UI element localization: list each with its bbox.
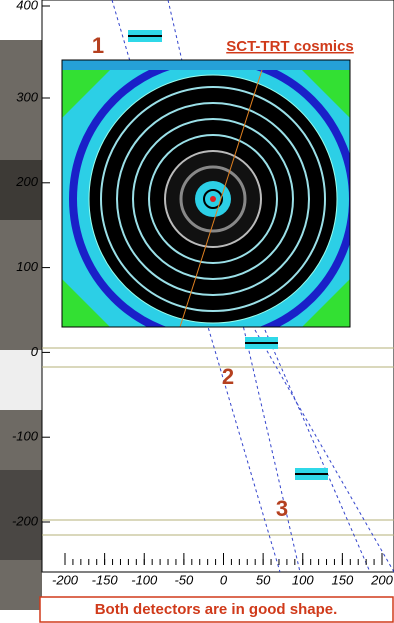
y-tick-label: 400 <box>16 0 38 12</box>
y-tick-label: -200 <box>12 513 39 528</box>
plot-title: SCT-TRT cosmics <box>226 38 354 55</box>
y-tick-label: 100 <box>16 259 38 274</box>
y-tick-label: -100 <box>12 429 39 444</box>
page: {"plot": {"title": "SCT-TRT cosmics", "x… <box>0 0 394 623</box>
beam-spot <box>210 196 216 202</box>
x-tick-label: 100 <box>292 572 314 587</box>
caption: Both detectors are in good shape. <box>95 601 338 618</box>
photo-strip-detail <box>0 350 42 410</box>
x-tick-label: 200 <box>370 572 393 587</box>
x-tick-label: 150 <box>332 572 354 587</box>
marker-label: 2 <box>222 364 234 389</box>
y-tick-label: 0 <box>31 344 39 359</box>
x-tick-label: 50 <box>256 572 271 587</box>
y-tick-label: 200 <box>15 174 38 189</box>
x-tick-label: -200 <box>52 572 79 587</box>
x-tick-label: 0 <box>220 572 228 587</box>
x-tick-label: -150 <box>92 572 119 587</box>
marker-label: 3 <box>276 496 288 521</box>
x-tick-label: -50 <box>174 572 194 587</box>
y-tick-label: 300 <box>16 89 38 104</box>
x-tick-label: -100 <box>131 572 158 587</box>
photo-strip-detail <box>0 160 42 220</box>
marker-label: 1 <box>92 33 104 58</box>
display-header <box>62 60 350 70</box>
figure: SCT-TRT cosmics 1 2 3 Both detectors are… <box>0 0 394 623</box>
event-display <box>62 59 353 339</box>
